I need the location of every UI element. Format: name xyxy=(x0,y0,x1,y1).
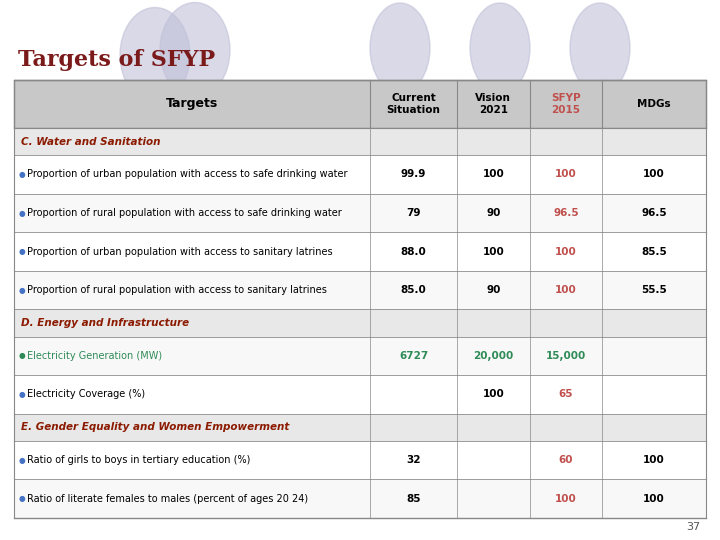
Text: 100: 100 xyxy=(482,389,504,400)
Text: 100: 100 xyxy=(555,170,577,179)
Text: Proportion of rural population with access to sanitary latrines: Proportion of rural population with acce… xyxy=(27,285,327,295)
Text: 90: 90 xyxy=(486,285,500,295)
Text: 55.5: 55.5 xyxy=(642,285,667,295)
Text: 20,000: 20,000 xyxy=(473,351,513,361)
Text: 100: 100 xyxy=(643,170,665,179)
Text: Proportion of rural population with access to safe drinking water: Proportion of rural population with acce… xyxy=(27,208,342,218)
Text: 88.0: 88.0 xyxy=(401,247,426,256)
Bar xyxy=(14,155,706,194)
Bar xyxy=(14,414,706,441)
Ellipse shape xyxy=(370,3,430,93)
Text: 100: 100 xyxy=(555,247,577,256)
Bar xyxy=(14,232,706,271)
Text: Electricity Coverage (%): Electricity Coverage (%) xyxy=(27,389,145,400)
Bar xyxy=(14,271,706,309)
Text: ●: ● xyxy=(19,352,26,360)
Text: ●: ● xyxy=(19,456,26,465)
Text: Targets: Targets xyxy=(166,98,218,111)
Text: 15,000: 15,000 xyxy=(546,351,586,361)
Bar xyxy=(14,375,706,414)
Text: 100: 100 xyxy=(643,455,665,465)
Text: 85.5: 85.5 xyxy=(642,247,667,256)
Text: 100: 100 xyxy=(643,494,665,504)
Text: 85: 85 xyxy=(406,494,421,504)
Text: 60: 60 xyxy=(559,455,573,465)
Text: ●: ● xyxy=(19,494,26,503)
Text: ●: ● xyxy=(19,247,26,256)
Ellipse shape xyxy=(470,3,530,93)
Ellipse shape xyxy=(120,8,190,103)
Text: Vision
2021: Vision 2021 xyxy=(475,93,511,115)
Bar xyxy=(14,309,706,336)
Ellipse shape xyxy=(570,3,630,93)
Text: Proportion of urban population with access to safe drinking water: Proportion of urban population with acce… xyxy=(27,170,348,179)
Text: 96.5: 96.5 xyxy=(642,208,667,218)
Text: Electricity Generation (MW): Electricity Generation (MW) xyxy=(27,351,162,361)
Text: ●: ● xyxy=(19,390,26,399)
Text: 96.5: 96.5 xyxy=(553,208,579,218)
Bar xyxy=(14,128,706,155)
Text: SFYP
2015: SFYP 2015 xyxy=(551,93,581,115)
Text: 100: 100 xyxy=(555,494,577,504)
Text: E. Gender Equality and Women Empowerment: E. Gender Equality and Women Empowerment xyxy=(21,422,289,433)
Ellipse shape xyxy=(160,3,230,98)
Text: 6727: 6727 xyxy=(399,351,428,361)
Text: ●: ● xyxy=(19,170,26,179)
Text: 99.9: 99.9 xyxy=(401,170,426,179)
Text: 100: 100 xyxy=(482,247,504,256)
Text: 79: 79 xyxy=(406,208,421,218)
Text: 37: 37 xyxy=(686,522,700,532)
Text: ●: ● xyxy=(19,286,26,295)
Text: ●: ● xyxy=(19,208,26,218)
Text: Ratio of literate females to males (percent of ages 20 24): Ratio of literate females to males (perc… xyxy=(27,494,308,504)
Text: Ratio of girls to boys in tertiary education (%): Ratio of girls to boys in tertiary educa… xyxy=(27,455,251,465)
Text: C. Water and Sanitation: C. Water and Sanitation xyxy=(21,137,161,146)
Text: 100: 100 xyxy=(555,285,577,295)
Bar xyxy=(14,336,706,375)
Text: Current
Situation: Current Situation xyxy=(387,93,441,115)
Text: 90: 90 xyxy=(486,208,500,218)
Text: MDGs: MDGs xyxy=(637,99,671,109)
Bar xyxy=(14,194,706,232)
Text: D. Energy and Infrastructure: D. Energy and Infrastructure xyxy=(21,318,189,328)
Text: 32: 32 xyxy=(406,455,421,465)
Text: 85.0: 85.0 xyxy=(401,285,426,295)
Bar xyxy=(14,480,706,518)
Bar xyxy=(14,80,706,128)
Text: 100: 100 xyxy=(482,170,504,179)
Text: Proportion of urban population with access to sanitary latrines: Proportion of urban population with acce… xyxy=(27,247,333,256)
Bar xyxy=(14,441,706,480)
Text: 65: 65 xyxy=(559,389,573,400)
Text: Targets of SFYP: Targets of SFYP xyxy=(18,49,215,71)
